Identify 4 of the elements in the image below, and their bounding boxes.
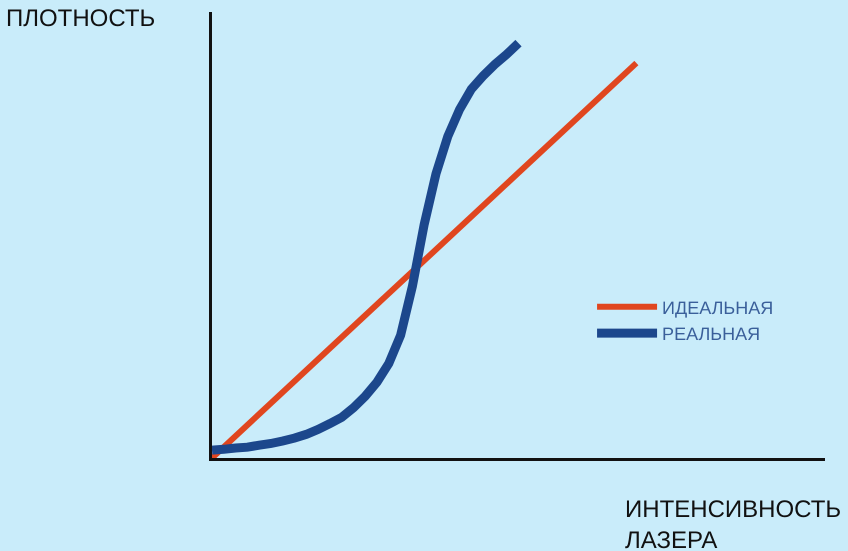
y-axis-title: ПЛОТНОСТЬ (6, 5, 156, 32)
legend-label: РЕАЛЬНАЯ (662, 324, 760, 344)
x-axis-title: ИНТЕНСИВНОСТЬ ЛАЗЕРА (625, 496, 842, 551)
legend-label: ИДЕАЛЬНАЯ (662, 298, 774, 318)
